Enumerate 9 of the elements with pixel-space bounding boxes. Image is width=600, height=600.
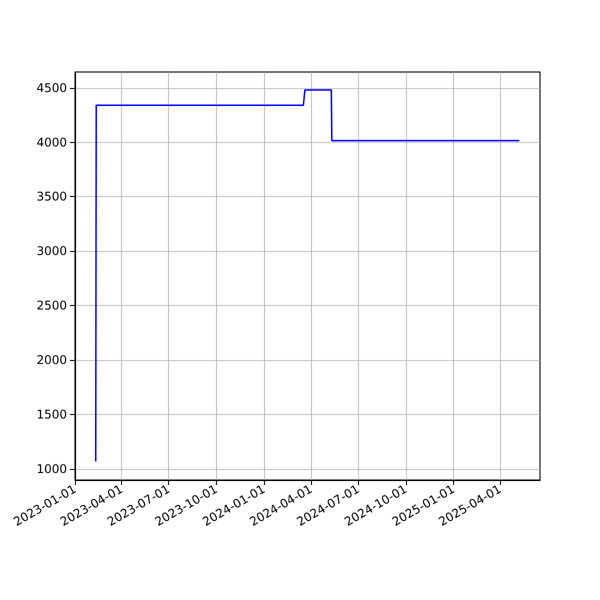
y-tick-label: 1000	[36, 462, 67, 476]
y-tick-label: 4000	[36, 135, 67, 150]
y-tick-label: 3500	[36, 190, 67, 204]
line-series	[94, 89, 520, 462]
y-tick-label: 2000	[36, 353, 67, 368]
y-tick-label: 1500	[36, 408, 67, 422]
y-tick-label: 2500	[36, 298, 67, 313]
y-tick-label: 3000	[36, 244, 67, 258]
y-tick-label: 4500	[36, 80, 67, 95]
